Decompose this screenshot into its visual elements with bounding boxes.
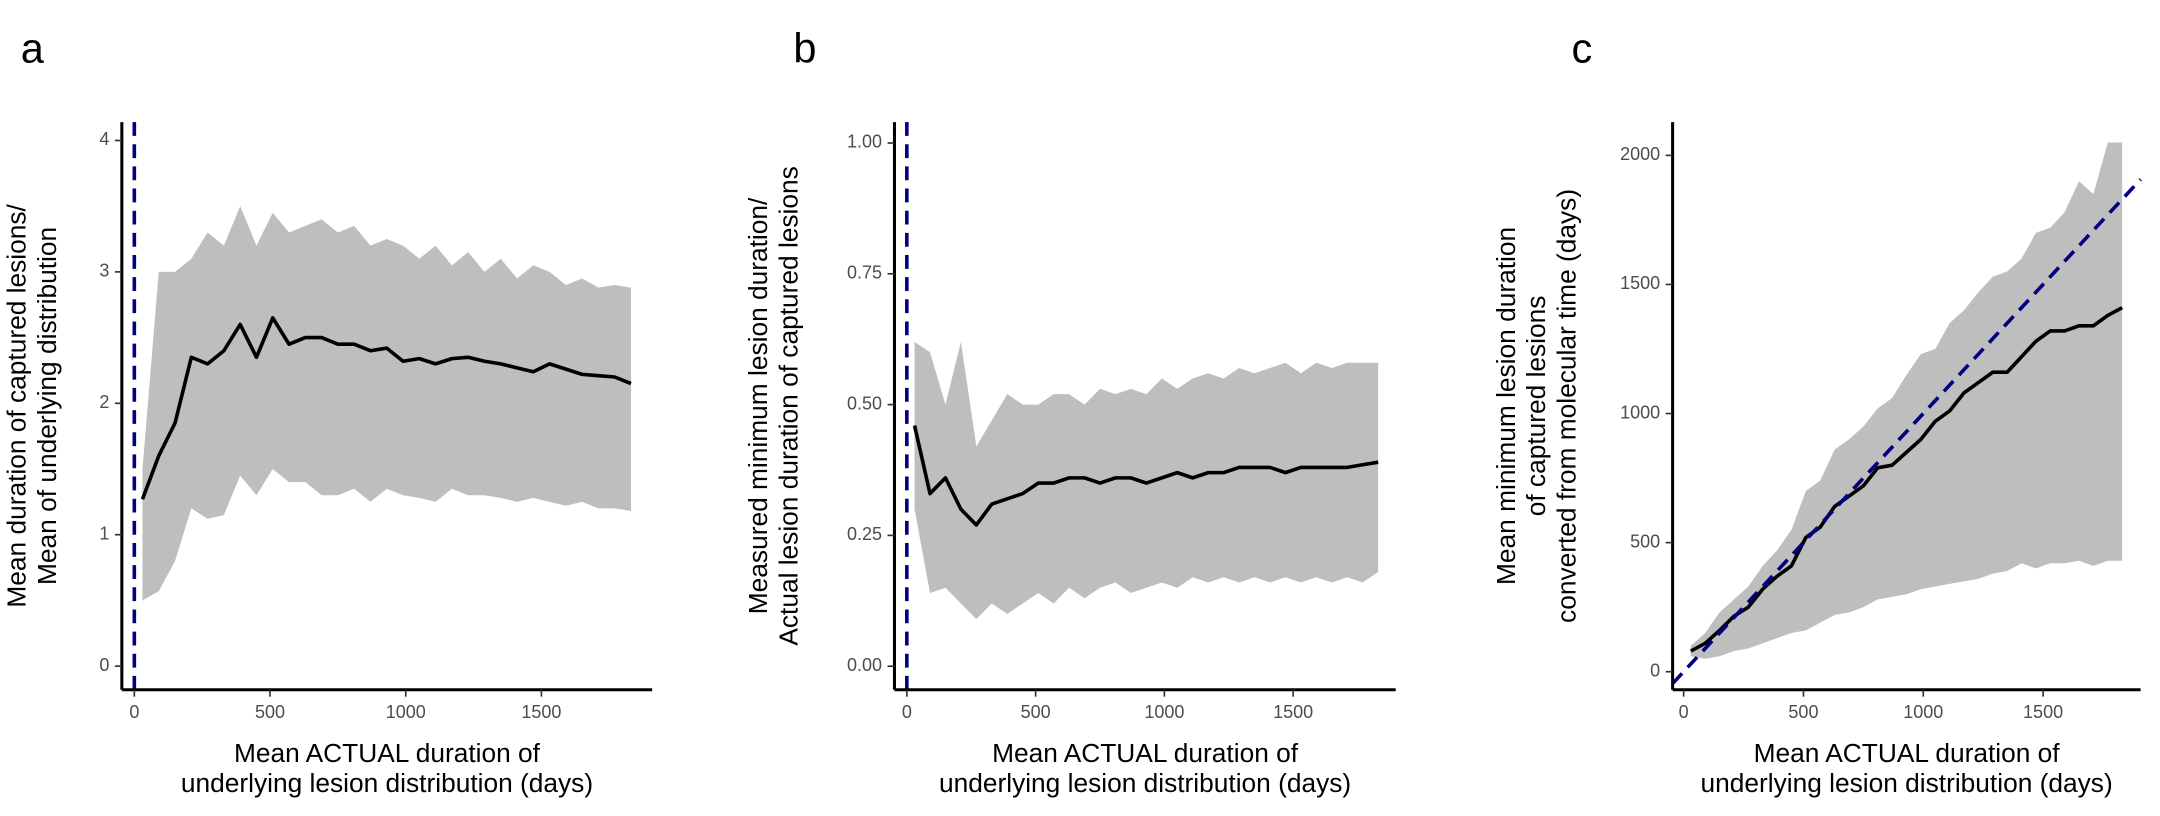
x-tick-label: 500 — [1788, 702, 1818, 722]
y-axis-title: Mean minimum lesion duration — [1491, 227, 1521, 585]
band — [1690, 142, 2123, 659]
x-tick-label: 0 — [902, 702, 912, 722]
band — [914, 341, 1379, 620]
y-axis-title: Actual lesion duration of captured lesio… — [774, 166, 804, 645]
reference-line — [1671, 178, 2142, 685]
x-tick-label: 1500 — [521, 702, 561, 722]
y-tick-label: 1 — [99, 523, 109, 543]
x-axis-title: Mean ACTUAL duration of — [1754, 738, 2061, 768]
x-axis-title: underlying lesion distribution (days) — [939, 768, 1351, 798]
panel: b 0.00 0.25 0.50 0.75 1.00 0 500 1000 1500 Measure… — [743, 25, 1396, 798]
band — [142, 206, 631, 601]
x-tick-label: 500 — [1021, 702, 1051, 722]
y-tick-label: 2000 — [1620, 144, 1660, 164]
x-tick-label: 1500 — [1273, 702, 1313, 722]
y-tick-label: 1000 — [1620, 402, 1660, 422]
y-tick-label: 3 — [99, 261, 109, 281]
y-axis-title: of captured lesions — [1521, 296, 1551, 517]
y-tick-label: 0.25 — [847, 524, 882, 544]
y-tick-label: 0 — [99, 655, 109, 675]
panel-label: a — [21, 25, 45, 72]
y-tick-label: 500 — [1630, 531, 1660, 551]
y-axis-title: Mean of underlying distribution — [32, 227, 62, 585]
panel-label: b — [793, 25, 816, 72]
y-tick-label: 2 — [99, 392, 109, 412]
x-tick-label: 1000 — [386, 702, 426, 722]
mean-line — [912, 425, 1379, 527]
panel: a 0 1 2 3 4 0 500 1000 1500 Mean duration of captu… — [2, 25, 653, 798]
x-axis-title: Mean ACTUAL duration of — [992, 738, 1299, 768]
y-tick-label: 0.00 — [847, 655, 882, 675]
y-tick-label: 4 — [99, 129, 109, 149]
y-axis-title: Measured minimum lesion duration/ — [743, 197, 773, 614]
x-axis-title: underlying lesion distribution (days) — [181, 768, 593, 798]
x-tick-label: 500 — [255, 702, 285, 722]
y-axis-title: converted from molecular time (days) — [1552, 189, 1582, 623]
mean-line — [1689, 306, 2124, 653]
y-tick-label: 1500 — [1620, 273, 1660, 293]
y-tick-label: 1.00 — [847, 132, 882, 152]
x-tick-label: 0 — [1679, 702, 1689, 722]
y-tick-label: 0.75 — [847, 263, 882, 283]
x-tick-label: 1000 — [1144, 702, 1184, 722]
x-tick-label: 1500 — [2023, 702, 2063, 722]
x-tick-label: 1000 — [1903, 702, 1943, 722]
panel: c 0 500 1000 1500 2000 0 500 1000 1500 Mean minimu… — [1491, 25, 2142, 798]
x-axis-title: Mean ACTUAL duration of — [234, 738, 541, 768]
x-tick-label: 0 — [129, 702, 139, 722]
mean-line — [140, 316, 632, 500]
y-tick-label: 0 — [1650, 660, 1660, 680]
panel-label: c — [1572, 25, 1593, 72]
y-tick-label: 0.50 — [847, 393, 882, 413]
x-axis-title: underlying lesion distribution (days) — [1701, 768, 2113, 798]
y-axis-title: Mean duration of captured lesions/ — [2, 203, 32, 607]
